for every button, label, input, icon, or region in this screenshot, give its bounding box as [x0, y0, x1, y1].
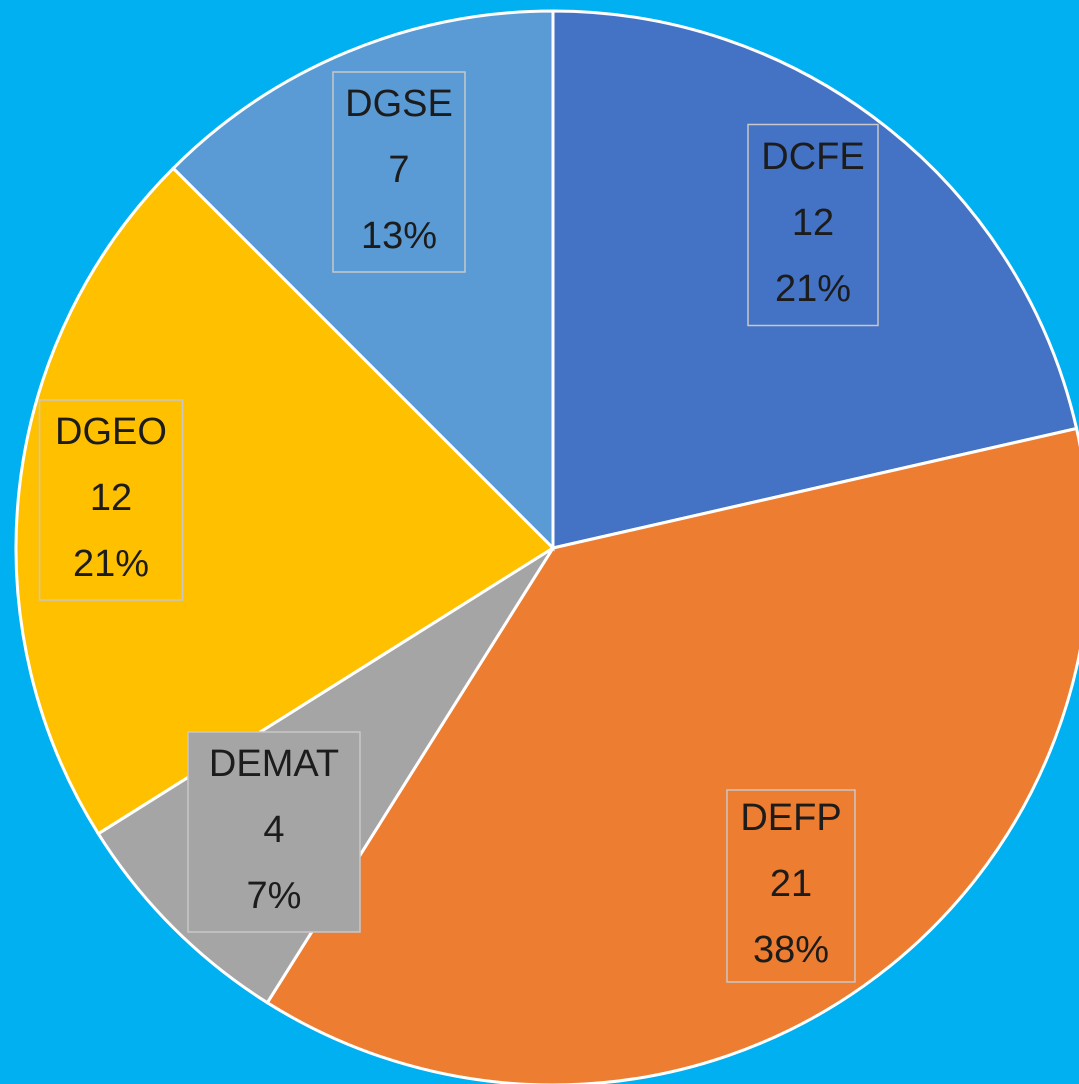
- label-percent: 21%: [775, 268, 851, 310]
- label-value: 12: [90, 477, 132, 519]
- data-label: DGSE 7 13%: [332, 71, 466, 273]
- pie-slice: [265, 426, 1079, 1084]
- label-value: 4: [263, 809, 284, 851]
- label-value: 21: [770, 863, 812, 905]
- label-percent: 21%: [73, 543, 149, 585]
- label-category: DEFP: [740, 797, 841, 839]
- label-box: [38, 399, 184, 601]
- label-value: 12: [792, 202, 834, 244]
- label-category: DGEO: [55, 411, 167, 453]
- label-box: [726, 789, 856, 983]
- label-box: [332, 71, 466, 273]
- label-category: DEMAT: [209, 743, 339, 785]
- label-category: DGSE: [345, 83, 453, 125]
- pie-slice: [14, 166, 556, 836]
- label-box: [187, 731, 361, 933]
- label-percent: 13%: [361, 215, 437, 257]
- label-category: DCFE: [761, 136, 864, 178]
- label-percent: 38%: [753, 929, 829, 971]
- data-label: DEMAT 4 7%: [187, 731, 361, 933]
- label-percent: 7%: [247, 875, 302, 917]
- data-label: DCFE 12 21%: [747, 123, 879, 327]
- data-label: DGEO 12 21%: [38, 399, 184, 601]
- data-label: DEFP 21 38%: [726, 789, 856, 983]
- label-value: 7: [388, 149, 409, 191]
- label-box: [747, 123, 879, 327]
